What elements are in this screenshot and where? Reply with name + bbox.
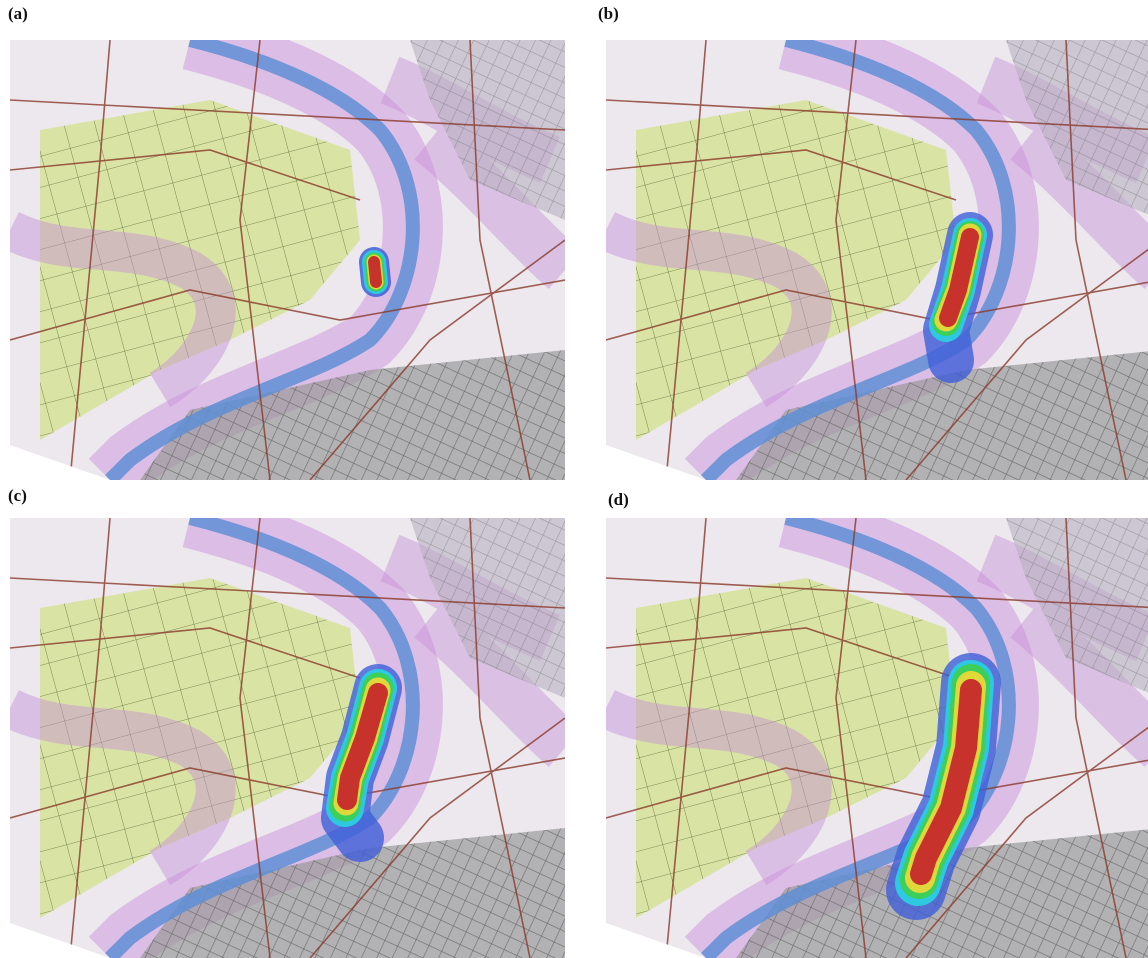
figure: (a) (b) (c) (d) bbox=[0, 0, 1148, 958]
plume bbox=[946, 235, 970, 360]
plume bbox=[374, 262, 376, 282]
panel-label: (a) bbox=[8, 4, 28, 24]
plume bbox=[345, 688, 378, 838]
map-panel bbox=[606, 40, 1148, 480]
panel-label: (b) bbox=[598, 4, 619, 24]
panel-label: (d) bbox=[608, 490, 629, 510]
panel-label: (c) bbox=[8, 486, 27, 506]
map-panel bbox=[10, 40, 565, 480]
map-panel bbox=[10, 518, 565, 958]
map-panel bbox=[606, 518, 1148, 958]
